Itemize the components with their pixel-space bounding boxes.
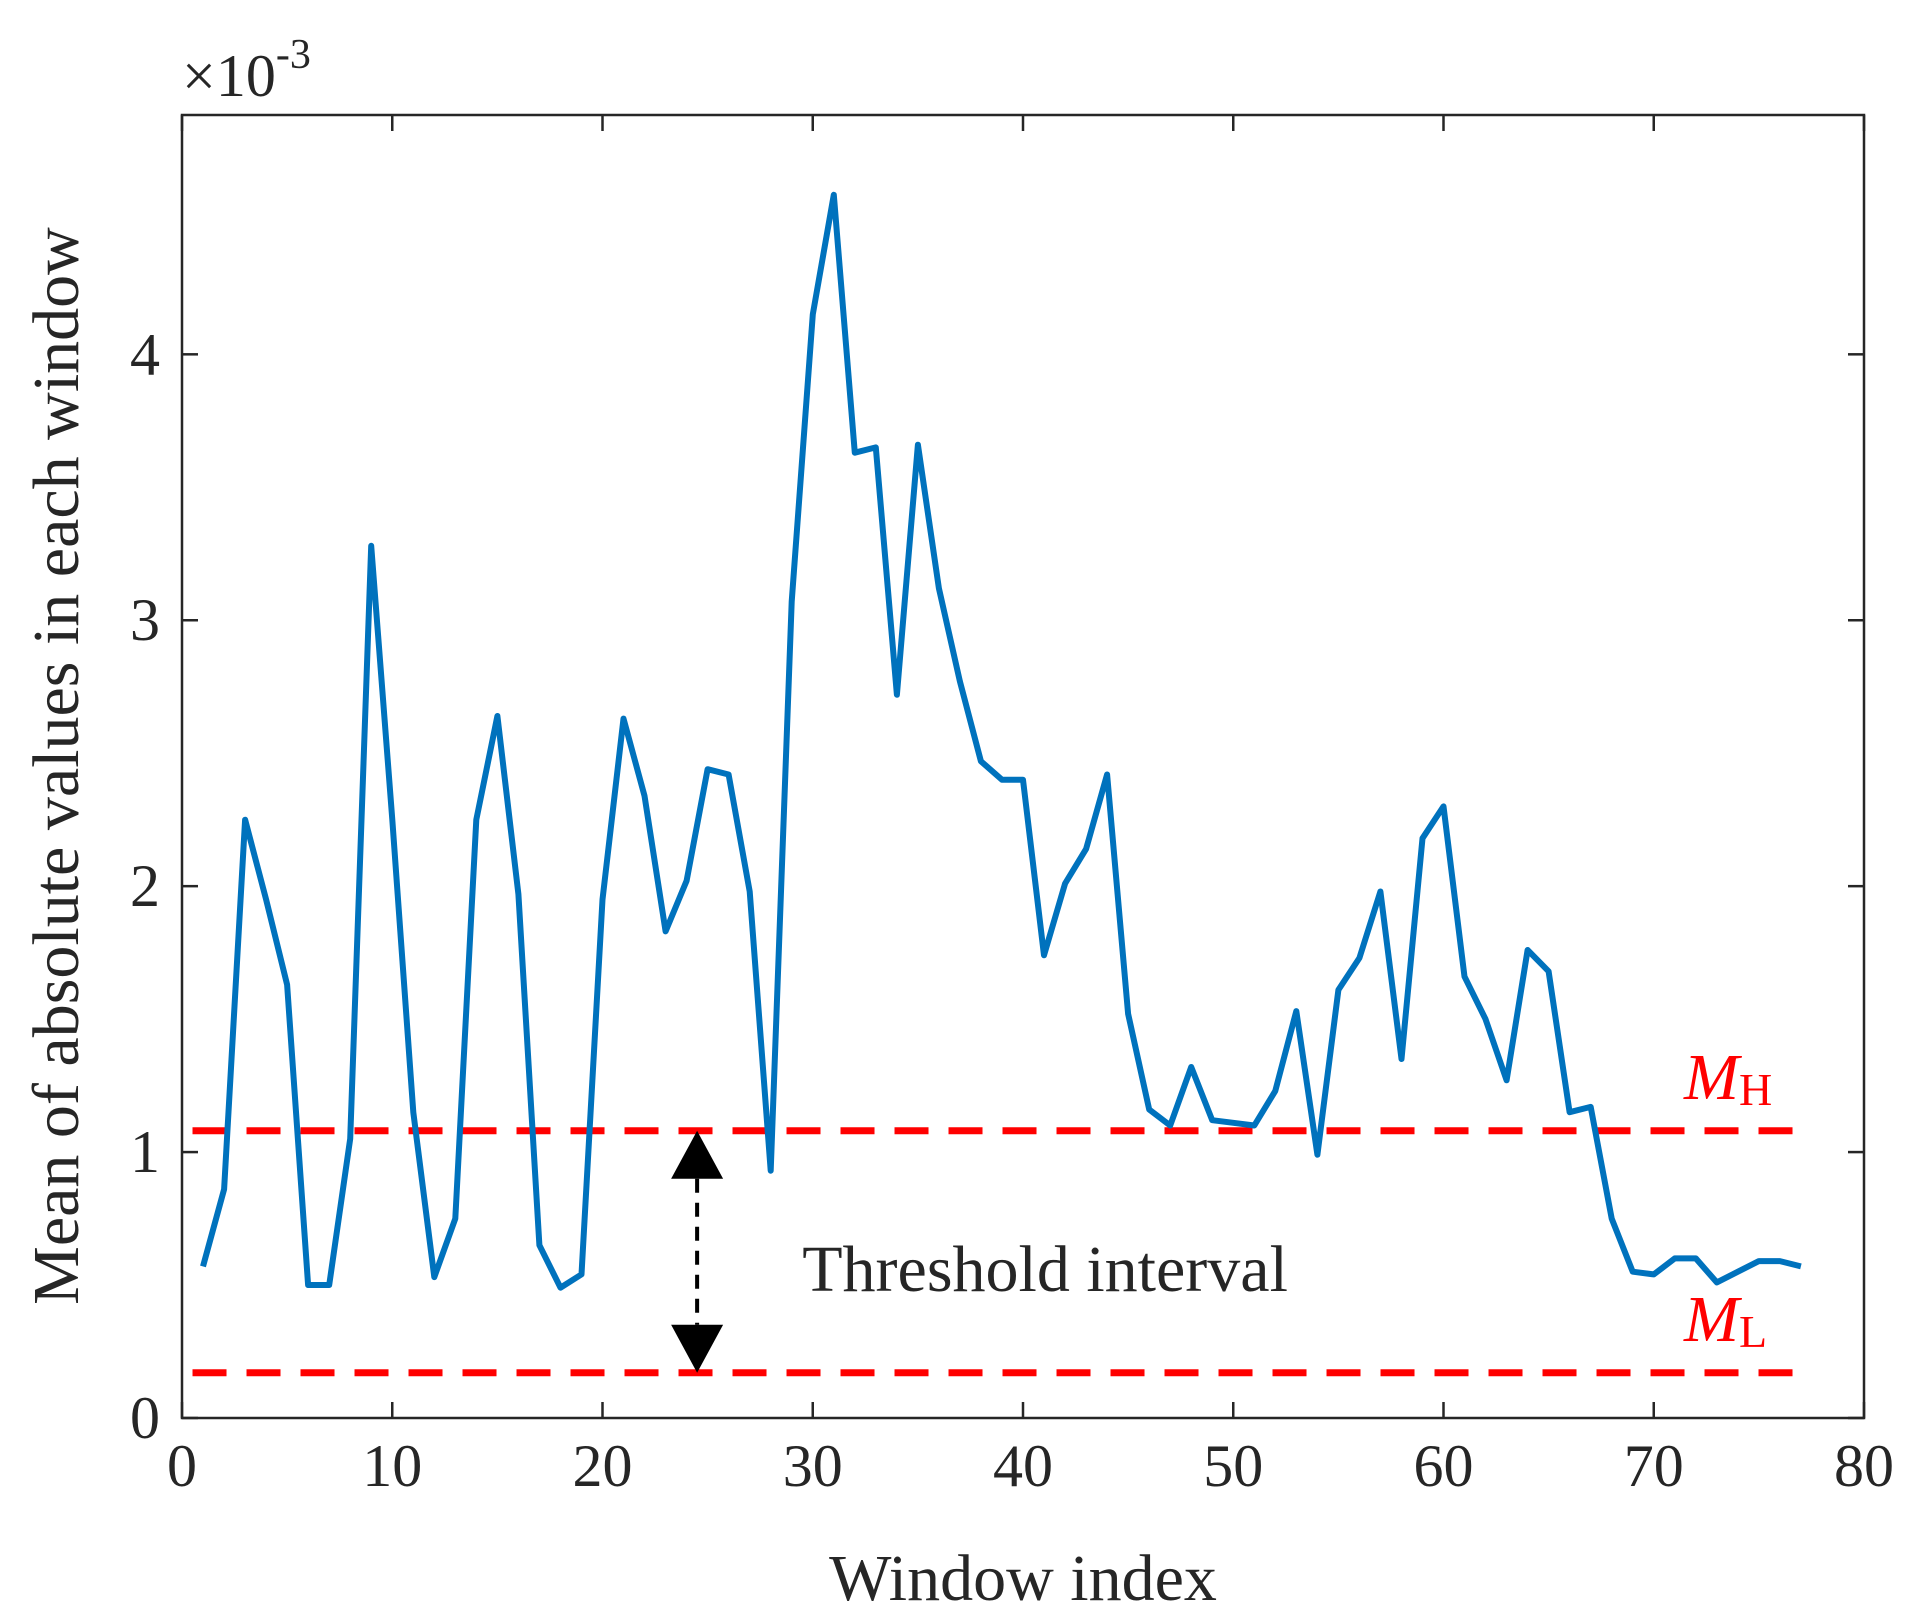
threshold-interval-label: Threshold interval [802, 1233, 1288, 1306]
y-tick-label: 2 [130, 853, 160, 919]
y-axis-ticks [182, 353, 1864, 1420]
x-tick-label: 50 [1203, 1433, 1263, 1499]
scale-base: 10 [216, 43, 276, 109]
x-tick-label: 30 [783, 1433, 843, 1499]
series-group [200, 191, 1802, 1291]
y-tick-label: 1 [130, 1119, 160, 1185]
threshold-label-m-h: MH [1683, 1041, 1772, 1115]
threshold-label-m-l: ML [1683, 1283, 1767, 1357]
x-tick-label: 0 [167, 1433, 197, 1499]
arrow-head-up [671, 1130, 724, 1179]
threshold-interval-arrow [671, 1130, 724, 1373]
x-tick-label: 70 [1624, 1433, 1684, 1499]
x-tick-label: 60 [1414, 1433, 1474, 1499]
y-tick-label: 3 [130, 587, 160, 653]
y-axis-tick-labels: 0 1 2 3 4 [130, 321, 160, 1451]
x-tick-label: 40 [993, 1433, 1053, 1499]
x-axis-ticks [180, 115, 1866, 1418]
series-line [200, 191, 1802, 1291]
x-tick-label: 80 [1834, 1433, 1894, 1499]
threshold-label-sub: L [1739, 1306, 1767, 1357]
y-tick-label: 4 [130, 321, 160, 387]
x-axis-tick-labels: 0 10 20 30 40 50 60 70 80 [167, 1433, 1894, 1499]
threshold-label-main: M [1683, 1283, 1743, 1356]
threshold-label-main: M [1683, 1041, 1743, 1114]
y-axis-scale-factor: ×10-3 [182, 32, 311, 109]
x-tick-label: 20 [573, 1433, 633, 1499]
scale-multiply-sign: × [182, 43, 216, 109]
y-axis-title: Mean of absolute values in each window [20, 227, 93, 1305]
scale-exponent: -3 [276, 32, 311, 78]
x-axis-title: Window index [829, 1542, 1217, 1615]
y-tick-label: 0 [130, 1385, 160, 1451]
arrow-head-down [671, 1324, 724, 1373]
x-tick-label: 10 [362, 1433, 422, 1499]
threshold-label-sub: H [1739, 1064, 1772, 1115]
